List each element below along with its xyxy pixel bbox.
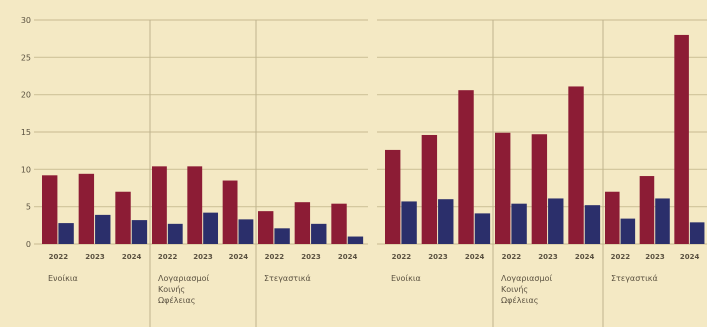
bar [222,180,238,244]
y-tick-label: 15 [21,128,31,137]
x-tick-label: 2022 [611,253,631,261]
x-tick-label: 2022 [158,253,178,261]
bar [458,90,474,244]
bar [689,222,705,244]
bar [531,134,548,244]
bar [203,212,219,244]
group-label: Κοινής [158,285,185,294]
x-tick-label: 2024 [122,253,142,261]
bar [95,214,111,244]
bar [474,213,491,244]
bar [548,198,564,244]
x-tick-label: 2023 [193,253,213,261]
y-tick-label: 10 [21,165,31,174]
bar [401,201,417,244]
x-tick-label: 2023 [301,253,321,261]
group-label: Στεγαστικά [264,274,311,283]
x-tick-label: 2022 [49,253,69,261]
bar [511,203,527,244]
bar [568,86,584,244]
x-tick-label: 2022 [392,253,412,261]
group-label: Ωφέλειας [501,295,538,305]
bar [674,34,689,244]
x-tick-label: 2022 [265,253,285,261]
bar [495,132,511,244]
y-tick-label: 5 [26,203,31,212]
bar [187,166,203,244]
chart-panel-1: 0 5 10 15 20 25 30 2022 2023 2024 Ενοίκια 2022 2023 2… [21,16,368,327]
bar [42,175,58,244]
bar [639,176,655,244]
bar [131,220,148,244]
x-tick-label: 2024 [465,253,485,261]
x-tick-label: 2024 [338,253,358,261]
group-label: Λογαριασμοί [501,274,552,283]
bar [438,199,454,244]
bar [620,218,636,244]
x-tick-label: 2023 [85,253,105,261]
bar [167,223,183,244]
bar [238,219,254,244]
bar [115,191,131,244]
bar [311,223,327,244]
bar [274,228,290,244]
x-tick-label: 2023 [428,253,448,261]
x-tick-label: 2024 [575,253,595,261]
group-label: Στεγαστικά [611,274,658,283]
x-tick-label: 2024 [680,253,700,261]
bar [58,223,74,244]
y-tick-label: 0 [26,240,31,249]
x-tick-label: 2024 [229,253,249,261]
x-tick-label: 2023 [645,253,665,261]
bar [347,236,364,244]
bar [655,198,670,244]
bar [584,205,601,244]
bar [421,134,438,244]
group-label: Ενοίκια [48,274,78,283]
bar [331,203,347,244]
y-tick-label: 20 [21,91,31,100]
x-tick-label: 2023 [538,253,558,261]
bar [294,202,311,244]
bar [258,211,274,244]
y-tick-label: 25 [21,53,31,62]
bar [385,149,401,244]
x-tick-label: 2022 [502,253,522,261]
group-label: Κοινής [501,285,528,294]
bar [78,173,95,244]
chart-panel-2: 2022 2023 2024 Ενοίκια 2022 2023 2024 Λογαριασμ… [377,19,707,327]
group-label: Ωφέλειας [158,295,195,305]
y-tick-label: 30 [21,16,31,25]
bar [152,166,167,244]
bar [605,191,620,244]
group-label: Λογαριασμοί [158,274,209,283]
group-label: Ενοίκια [391,274,421,283]
